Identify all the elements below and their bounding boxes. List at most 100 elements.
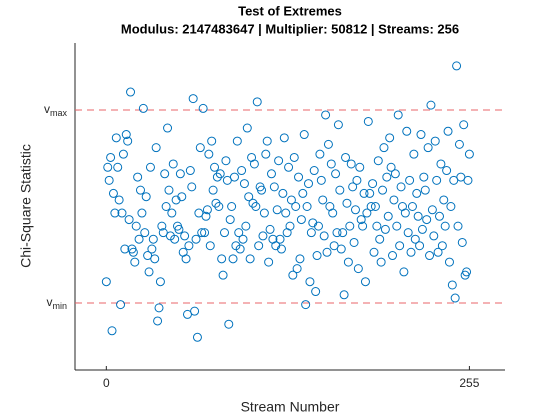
- point: [194, 208, 204, 218]
- point: [299, 130, 309, 140]
- point: [388, 251, 398, 261]
- point: [124, 215, 134, 225]
- point: [356, 215, 366, 225]
- point: [416, 130, 426, 140]
- point: [345, 221, 355, 231]
- point: [144, 267, 154, 277]
- point: [128, 247, 138, 257]
- point: [266, 169, 276, 179]
- point: [195, 143, 205, 153]
- point: [104, 175, 114, 185]
- x-tick-label: 255: [459, 376, 479, 390]
- point: [286, 195, 296, 205]
- point: [349, 237, 359, 247]
- point: [110, 208, 120, 218]
- point: [157, 221, 167, 231]
- point: [238, 234, 248, 244]
- point: [259, 208, 269, 218]
- point: [208, 185, 218, 195]
- point: [197, 228, 207, 238]
- point: [355, 162, 365, 172]
- point: [182, 309, 192, 319]
- point: [207, 136, 217, 146]
- point: [419, 172, 429, 182]
- point: [393, 110, 403, 120]
- point: [222, 175, 232, 185]
- point: [309, 166, 319, 176]
- point: [284, 162, 294, 172]
- point: [420, 185, 430, 195]
- point: [177, 192, 187, 202]
- point: [446, 202, 456, 211]
- point: [106, 152, 116, 162]
- y-tick-label-main: v: [46, 295, 52, 309]
- point: [288, 270, 298, 280]
- point: [366, 202, 376, 211]
- point: [168, 159, 178, 169]
- point: [296, 215, 306, 225]
- point: [323, 139, 333, 149]
- point: [137, 208, 147, 218]
- point: [429, 231, 439, 241]
- point: [315, 149, 325, 159]
- point: [365, 188, 375, 198]
- y-tick-label-main: v: [44, 102, 50, 116]
- point: [331, 169, 341, 179]
- point: [336, 244, 346, 254]
- point: [463, 175, 473, 185]
- point: [453, 221, 463, 231]
- point: [373, 156, 383, 166]
- point: [437, 241, 447, 251]
- point: [278, 188, 288, 198]
- point: [232, 136, 242, 146]
- point: [452, 61, 462, 71]
- point: [192, 332, 202, 342]
- point: [363, 116, 373, 126]
- point: [276, 244, 286, 254]
- point: [321, 110, 331, 120]
- point: [221, 156, 231, 166]
- point: [409, 149, 419, 159]
- point: [245, 254, 255, 264]
- point: [326, 159, 336, 169]
- point: [150, 254, 160, 264]
- point: [292, 264, 302, 274]
- point: [212, 172, 222, 182]
- point: [464, 149, 474, 159]
- point: [439, 195, 449, 205]
- point: [153, 316, 163, 326]
- point: [229, 172, 239, 182]
- point: [285, 221, 295, 231]
- point: [415, 241, 425, 251]
- point: [454, 139, 464, 149]
- point: [353, 264, 363, 274]
- point: [211, 198, 221, 208]
- point: [108, 188, 118, 198]
- point: [227, 202, 237, 211]
- point: [158, 228, 168, 238]
- point: [311, 287, 321, 297]
- point: [174, 224, 184, 234]
- point: [141, 192, 151, 202]
- point: [380, 224, 390, 234]
- point: [241, 221, 251, 231]
- point: [134, 234, 144, 244]
- point: [295, 254, 305, 264]
- point: [191, 234, 201, 244]
- point: [170, 234, 180, 244]
- point: [432, 175, 442, 185]
- point: [234, 228, 244, 238]
- point: [224, 319, 234, 329]
- point: [378, 185, 388, 195]
- point: [392, 221, 402, 231]
- point: [155, 277, 165, 287]
- point: [220, 228, 230, 238]
- point: [202, 205, 212, 215]
- point: [426, 100, 436, 110]
- point: [427, 205, 437, 215]
- point: [396, 182, 406, 192]
- point: [291, 202, 301, 211]
- point: [242, 123, 252, 133]
- point: [294, 172, 304, 182]
